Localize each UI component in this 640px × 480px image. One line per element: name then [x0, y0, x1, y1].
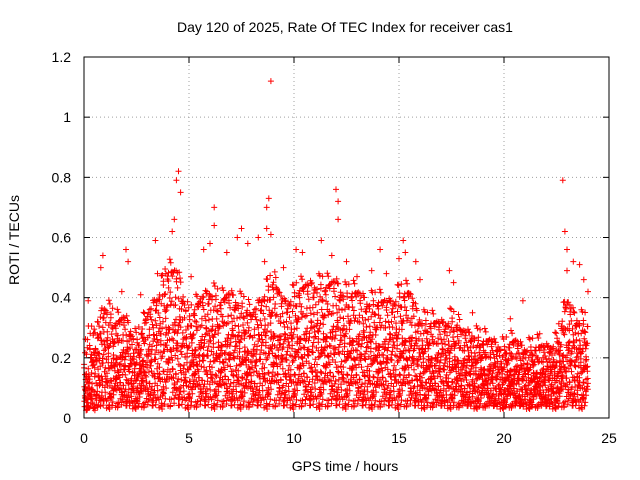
x-tick-labels: 0 5 10 15 20 25 [80, 430, 617, 446]
y-tick-label: 0.2 [52, 350, 72, 366]
y-tick-label: 0.8 [52, 169, 72, 185]
axis-ticks [83, 56, 610, 419]
x-tick-label: 20 [496, 430, 512, 446]
x-tick-label: 10 [286, 430, 302, 446]
x-axis-label: GPS time / hours [292, 458, 399, 474]
x-tick-label: 25 [601, 430, 617, 446]
y-tick-label: 1.2 [52, 49, 72, 65]
y-tick-label: 0 [63, 410, 71, 426]
y-tick-label: 0.4 [52, 290, 72, 306]
chart-title: Day 120 of 2025, Rate Of TEC Index for r… [177, 19, 513, 35]
x-tick-label: 0 [80, 430, 88, 446]
x-tick-label: 5 [185, 430, 193, 446]
x-tick-label: 15 [391, 430, 407, 446]
y-tick-label: 0.6 [52, 230, 72, 246]
y-axis-label: ROTI / TECUs [6, 195, 22, 285]
y-tick-label: 1 [63, 109, 71, 125]
y-tick-labels: 0 0.2 0.4 0.6 0.8 1 1.2 [52, 49, 72, 426]
